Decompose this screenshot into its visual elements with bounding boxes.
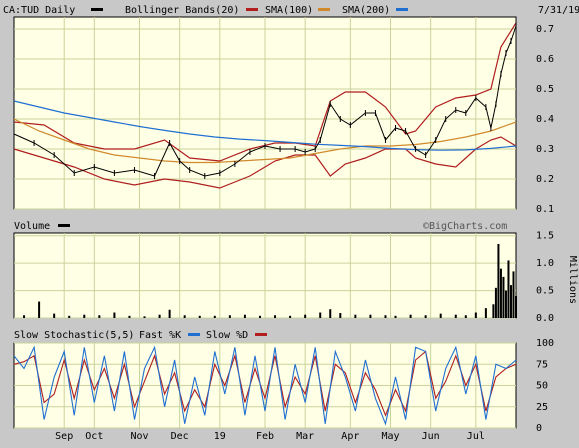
volume-unit-label: Millions xyxy=(567,256,578,304)
volume-bar xyxy=(369,314,372,318)
volume-bar xyxy=(394,315,397,318)
sma100-line xyxy=(13,118,517,164)
volume-bar xyxy=(83,314,86,318)
stochastic-y-tick-label: 0 xyxy=(536,423,542,434)
volume-bar xyxy=(492,304,495,318)
price-y-tick-label: 0.4 xyxy=(536,114,554,125)
slowd-swatch xyxy=(255,333,267,336)
sma200-line xyxy=(13,100,517,151)
volume-y-tick-label: 1.5 xyxy=(536,231,554,242)
header-sma200-label: SMA(200) xyxy=(342,5,390,16)
header-bollinger-label: Bollinger Bands(20) xyxy=(125,5,239,16)
volume-label: Volume xyxy=(14,221,50,232)
bollinger-upper-line xyxy=(13,22,517,162)
volume-bar xyxy=(509,285,512,318)
header-symbol-label: CA:TUD Daily xyxy=(3,5,75,16)
header-date: 7/31/19 xyxy=(538,5,579,16)
volume-bar xyxy=(454,314,457,318)
volume-bar xyxy=(439,313,442,318)
slowd-label: Slow %D xyxy=(206,330,248,341)
x-tick-label: Jul xyxy=(467,431,485,442)
volume-bar xyxy=(329,309,332,318)
volume-swatch xyxy=(58,224,70,227)
volume-bar xyxy=(258,315,261,318)
bollinger-lower-line xyxy=(13,136,517,189)
volume-bar xyxy=(409,314,412,318)
volume-bar xyxy=(128,315,131,318)
volume-bar xyxy=(304,314,307,318)
volume-bar xyxy=(512,271,515,318)
x-tick-label: May xyxy=(381,431,399,442)
volume-bar xyxy=(354,314,357,318)
price-y-tick-label: 0.5 xyxy=(536,84,554,95)
volume-y-tick-label: 0.0 xyxy=(536,313,554,324)
volume-bar xyxy=(504,290,507,318)
x-tick-label: Sep xyxy=(55,431,73,442)
price-y-tick-label: 0.6 xyxy=(536,54,554,65)
volume-bar xyxy=(213,315,216,318)
fastk-line xyxy=(13,345,517,426)
volume-bar xyxy=(183,315,186,318)
header-sma100-label: SMA(100) xyxy=(265,5,313,16)
stochastic-y-tick-label: 100 xyxy=(536,338,554,349)
x-tick-label: Dec xyxy=(171,431,189,442)
price-y-tick-label: 0.2 xyxy=(536,174,554,185)
volume-bar xyxy=(228,315,231,318)
volume-bar xyxy=(53,313,56,318)
header-sma200-swatch xyxy=(396,8,408,11)
volume-bar xyxy=(274,315,277,318)
volume-bar xyxy=(158,314,161,318)
volume-bar xyxy=(143,316,146,318)
x-tick-label: Jun xyxy=(422,431,440,442)
volume-bar xyxy=(113,312,116,318)
volume-y-tick-label: 1.0 xyxy=(536,258,554,269)
price-y-tick-label: 0.1 xyxy=(536,204,554,215)
volume-bar xyxy=(339,313,342,318)
volume-bar xyxy=(464,315,467,318)
volume-bar xyxy=(319,312,322,318)
stochastic-y-tick-label: 25 xyxy=(536,402,548,413)
tick-labels: Sep Oct Nov Dec 19 Feb Mar Apr May Jun Jul 0.1 0.2 0.… xyxy=(55,24,554,442)
volume-bar xyxy=(424,315,427,318)
volume-bar xyxy=(484,308,487,318)
volume-bar xyxy=(497,243,500,318)
volume-bar xyxy=(474,312,477,318)
volume-bar xyxy=(515,296,517,318)
x-tick-label: Apr xyxy=(341,431,359,442)
volume-bar xyxy=(98,315,101,318)
header-sma100-swatch xyxy=(318,8,330,11)
x-tick-label: 19 xyxy=(214,431,226,442)
fastk-swatch xyxy=(188,333,200,336)
volume-bar xyxy=(507,260,510,318)
volume-bar xyxy=(38,301,41,318)
volume-bar xyxy=(68,315,71,318)
series-layer xyxy=(13,22,517,426)
bigcharts-credit: ©BigCharts.com xyxy=(423,221,507,232)
stochastic-y-tick-label: 50 xyxy=(536,381,548,392)
volume-bar xyxy=(168,309,171,318)
volume-bar xyxy=(243,314,246,318)
stochastic-label: Slow Stochastic(5,5) xyxy=(14,330,134,341)
fastk-label: Fast %K xyxy=(139,330,181,341)
x-tick-label: Mar xyxy=(296,431,314,442)
price-y-tick-label: 0.7 xyxy=(536,24,554,35)
x-tick-label: Nov xyxy=(130,431,148,442)
volume-bar xyxy=(494,287,497,318)
volume-bar xyxy=(499,268,502,318)
header-symbol-swatch xyxy=(91,8,103,11)
x-tick-label: Feb xyxy=(256,431,274,442)
x-tick-label: Oct xyxy=(85,431,103,442)
volume-bar xyxy=(384,315,387,318)
slowd-line xyxy=(13,350,517,417)
volume-y-tick-label: 0.5 xyxy=(536,286,554,297)
header-bollinger-swatch xyxy=(246,8,258,11)
volume-bar xyxy=(502,276,505,318)
stochastic-y-tick-label: 75 xyxy=(536,359,548,370)
volume-bar xyxy=(198,315,201,318)
volume-bar xyxy=(23,315,26,318)
price-y-tick-label: 0.3 xyxy=(536,144,554,155)
volume-bar xyxy=(289,315,292,318)
